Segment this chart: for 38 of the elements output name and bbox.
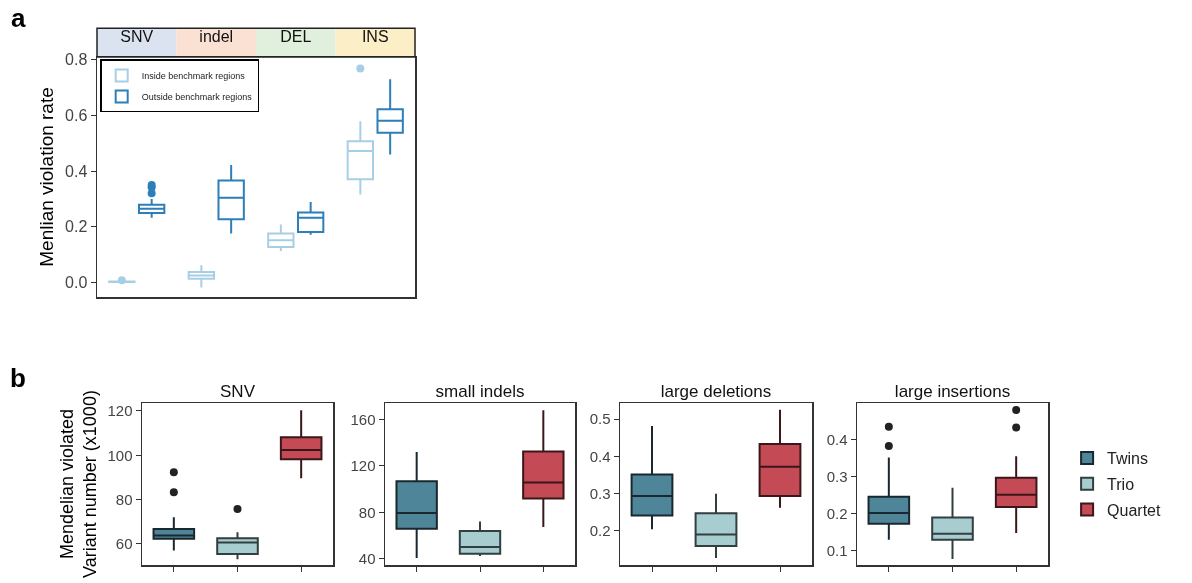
y-tick-label: 0.1 (826, 542, 848, 560)
y-tick-label: 0.3 (589, 484, 611, 502)
y-tick-label: 100 (107, 446, 133, 464)
y-tick-label: 0.2 (65, 218, 88, 236)
legend-label: Trio (1107, 475, 1135, 493)
y-axis-title: Menlian violation rate (36, 87, 58, 267)
chart-title: large insertions (894, 382, 1011, 401)
y-tick-label: 0.5 (589, 410, 611, 428)
y-tick-label: 0.2 (589, 521, 611, 539)
y-tick-label: 80 (358, 503, 376, 521)
y-tick-label: 0.4 (826, 430, 848, 448)
y-tick-label: 0.0 (65, 273, 88, 291)
text: a (11, 3, 26, 33)
chart-title: small indels (435, 382, 525, 401)
legend-label: Inside benchmark regions (141, 70, 246, 81)
legend-label: Quartet (1107, 501, 1162, 519)
y-tick-label: 0.2 (826, 504, 848, 522)
legend-label: Twins (1107, 450, 1149, 468)
y-tick-label: 120 (107, 402, 133, 420)
x-tick-label: INS (361, 28, 389, 46)
y-tick-label: 0.6 (65, 107, 88, 124)
y-tick-label: 80 (115, 490, 133, 508)
y-tick-label: 40 (358, 549, 376, 567)
chart-title: SNV (220, 382, 256, 401)
y-tick-label: 160 (350, 410, 376, 428)
x-tick-label: DEL (280, 28, 312, 46)
y-tick-label: 0.8 (65, 51, 88, 69)
y-axis-title: Mendelian violated Variant number (x1000) (56, 390, 100, 578)
y-tick-label: 0.3 (826, 467, 848, 485)
x-tick-label: SNV (120, 28, 154, 46)
y-tick-label: 0.4 (589, 447, 611, 465)
text: b (10, 363, 26, 393)
y-tick-label: 60 (115, 535, 133, 553)
y-tick-label: 0.4 (65, 162, 88, 180)
chart-title: large deletions (660, 382, 772, 401)
y-tick-label: 120 (350, 457, 376, 475)
x-tick-label: indel (199, 28, 234, 46)
legend-label: Outside benchmark regions (141, 91, 253, 102)
